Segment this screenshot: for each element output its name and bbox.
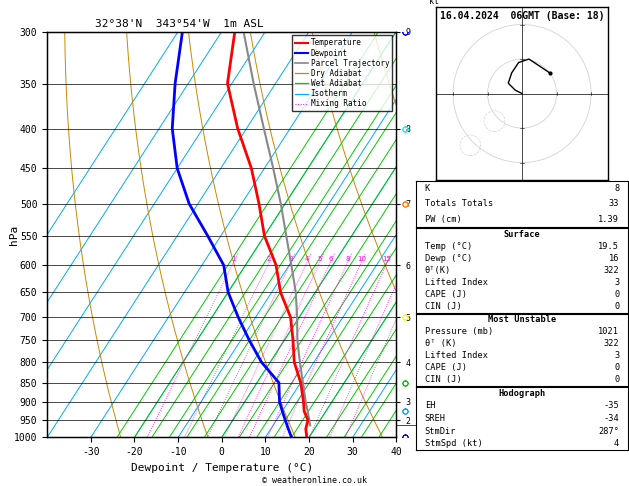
Text: 322: 322 (604, 339, 620, 348)
Text: 1: 1 (231, 257, 236, 262)
Text: Lifted Index: Lifted Index (425, 278, 488, 287)
Text: θᵀ (K): θᵀ (K) (425, 339, 457, 348)
Text: CAPE (J): CAPE (J) (425, 290, 467, 299)
Text: Most Unstable: Most Unstable (488, 315, 556, 325)
Text: SREH: SREH (425, 414, 446, 423)
Legend: Temperature, Dewpoint, Parcel Trajectory, Dry Adiabat, Wet Adiabat, Isotherm, Mi: Temperature, Dewpoint, Parcel Trajectory… (292, 35, 392, 111)
Text: 3: 3 (289, 257, 293, 262)
Text: Pressure (mb): Pressure (mb) (425, 328, 493, 336)
Text: © weatheronline.co.uk: © weatheronline.co.uk (262, 475, 367, 485)
Text: 1021: 1021 (598, 328, 620, 336)
Text: 8: 8 (614, 184, 620, 193)
Text: Dewp (°C): Dewp (°C) (425, 254, 472, 263)
Text: EH: EH (425, 401, 435, 410)
Text: 6: 6 (328, 257, 333, 262)
Text: 287°: 287° (598, 427, 620, 435)
Text: 322: 322 (604, 266, 620, 275)
Text: CAPE (J): CAPE (J) (425, 364, 467, 372)
Text: LCL: LCL (438, 421, 452, 430)
Text: Totals Totals: Totals Totals (425, 199, 493, 208)
Text: 0: 0 (614, 290, 620, 299)
Text: 19.5: 19.5 (598, 242, 620, 251)
Text: 8: 8 (345, 257, 350, 262)
Text: 16: 16 (609, 254, 620, 263)
Text: Surface: Surface (504, 229, 540, 239)
Text: Temp (°C): Temp (°C) (425, 242, 472, 251)
Text: 2: 2 (267, 257, 271, 262)
Text: kt: kt (429, 0, 439, 6)
Text: 0: 0 (614, 364, 620, 372)
Text: 1.39: 1.39 (598, 215, 620, 224)
Y-axis label: hPa: hPa (9, 225, 19, 244)
Text: StmDir: StmDir (425, 427, 457, 435)
Text: PW (cm): PW (cm) (425, 215, 462, 224)
Text: CIN (J): CIN (J) (425, 375, 462, 384)
Text: 0: 0 (614, 302, 620, 312)
Text: 10: 10 (357, 257, 365, 262)
Text: 4: 4 (614, 439, 620, 448)
Title: 32°38'N  343°54'W  1m ASL: 32°38'N 343°54'W 1m ASL (96, 19, 264, 30)
Text: 0: 0 (614, 375, 620, 384)
Text: θᵀ(K): θᵀ(K) (425, 266, 451, 275)
Text: Lifted Index: Lifted Index (425, 351, 488, 361)
Text: Hodograph: Hodograph (498, 389, 546, 398)
Text: 3: 3 (614, 278, 620, 287)
Text: 16.04.2024  06GMT (Base: 18): 16.04.2024 06GMT (Base: 18) (440, 11, 604, 21)
Text: CIN (J): CIN (J) (425, 302, 462, 312)
Text: K: K (425, 184, 430, 193)
Text: 15: 15 (382, 257, 391, 262)
Text: -34: -34 (604, 414, 620, 423)
Text: -35: -35 (604, 401, 620, 410)
X-axis label: Dewpoint / Temperature (°C): Dewpoint / Temperature (°C) (131, 463, 313, 473)
Text: 5: 5 (318, 257, 322, 262)
Text: 4: 4 (304, 257, 309, 262)
Y-axis label: km
ASL: km ASL (418, 224, 436, 245)
Text: 3: 3 (614, 351, 620, 361)
Text: 33: 33 (609, 199, 620, 208)
Text: StmSpd (kt): StmSpd (kt) (425, 439, 482, 448)
